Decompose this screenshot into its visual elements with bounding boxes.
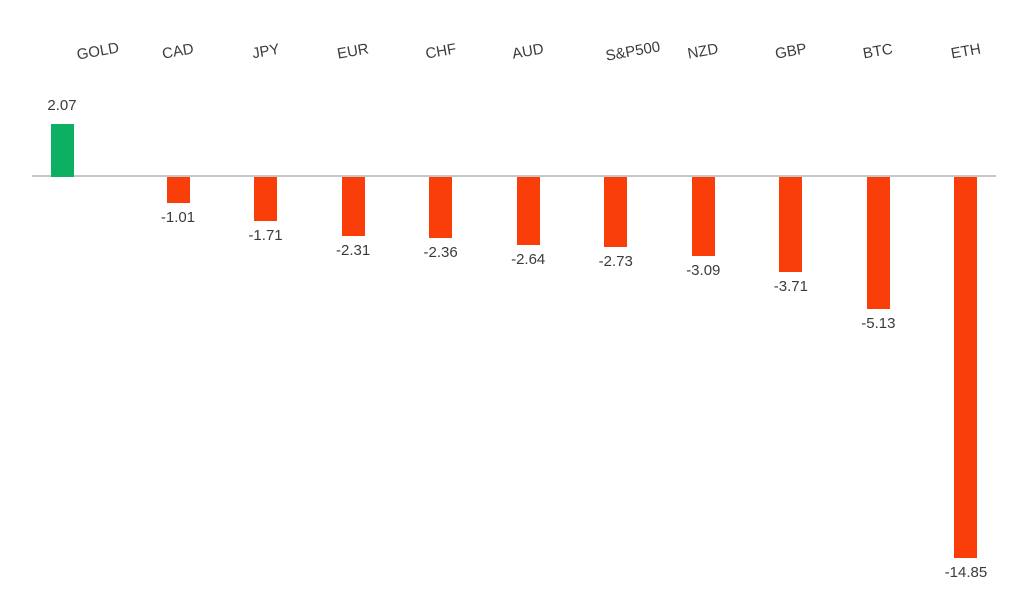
bar-btc	[866, 177, 890, 309]
bar-aud	[516, 177, 540, 245]
value-label-eth: -14.85	[944, 564, 988, 581]
bar-eth	[954, 177, 978, 558]
value-label-nzd: -3.09	[686, 262, 721, 279]
bar-cad	[166, 177, 190, 203]
value-label-chf: -2.36	[423, 244, 458, 261]
bar-gold	[50, 124, 74, 177]
value-label-gbp: -3.71	[773, 278, 808, 295]
bar-chf	[429, 177, 453, 238]
value-label-jpy: -1.71	[248, 227, 283, 244]
value-label-sp500: -2.73	[598, 253, 633, 270]
bar-sp500	[604, 177, 628, 247]
value-label-btc: -5.13	[861, 315, 896, 332]
zero-axis-line	[32, 175, 996, 177]
value-label-eur: -2.31	[335, 242, 371, 259]
value-label-cad: -1.01	[160, 209, 196, 226]
value-label-aud: -2.64	[511, 251, 546, 268]
bar-nzd	[691, 177, 715, 256]
bar-jpy	[254, 177, 278, 221]
bar-eur	[341, 177, 365, 236]
bar-gbp	[779, 177, 803, 272]
value-label-gold: 2.07	[47, 97, 77, 114]
